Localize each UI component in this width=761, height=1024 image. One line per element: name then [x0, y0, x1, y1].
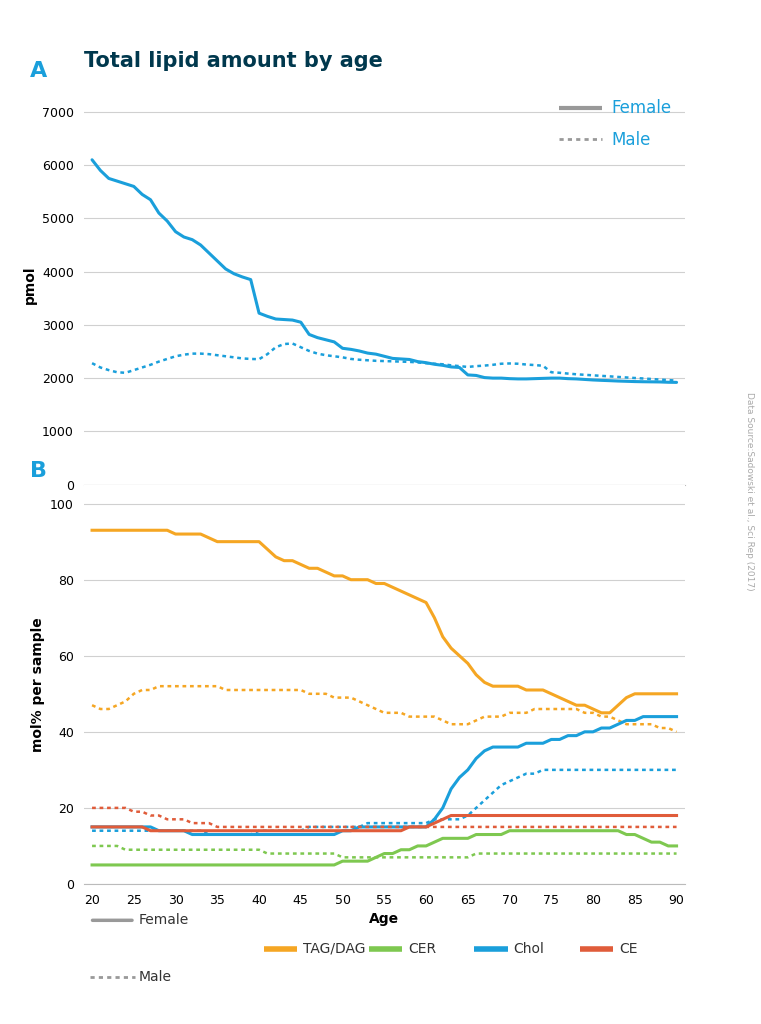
Text: Chol: Chol — [514, 942, 544, 955]
Text: B: B — [30, 461, 46, 480]
Y-axis label: mol% per sample: mol% per sample — [30, 616, 45, 752]
Text: Data Source:Sadowski et al., Sci Rep (2017): Data Source:Sadowski et al., Sci Rep (20… — [745, 392, 754, 591]
Text: TAG/DAG: TAG/DAG — [303, 942, 365, 955]
Text: CE: CE — [619, 942, 637, 955]
Legend: Female, Male: Female, Male — [553, 93, 677, 155]
Text: Female: Female — [139, 913, 189, 928]
Text: Total lipid amount by age: Total lipid amount by age — [84, 51, 383, 72]
X-axis label: Age: Age — [369, 912, 400, 927]
Y-axis label: pmol: pmol — [22, 265, 37, 304]
Text: A: A — [30, 61, 47, 81]
Text: CER: CER — [409, 942, 437, 955]
Text: Male: Male — [139, 971, 172, 984]
X-axis label: Age: Age — [369, 513, 400, 527]
